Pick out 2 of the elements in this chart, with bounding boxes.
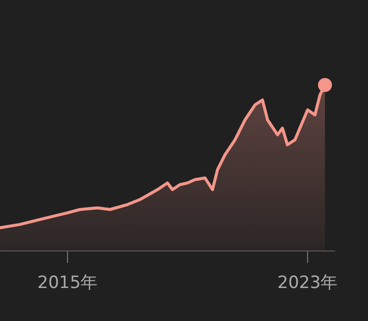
x-tick-label: 2023年 (277, 273, 338, 293)
x-tick-label: 2015年 (37, 273, 98, 293)
